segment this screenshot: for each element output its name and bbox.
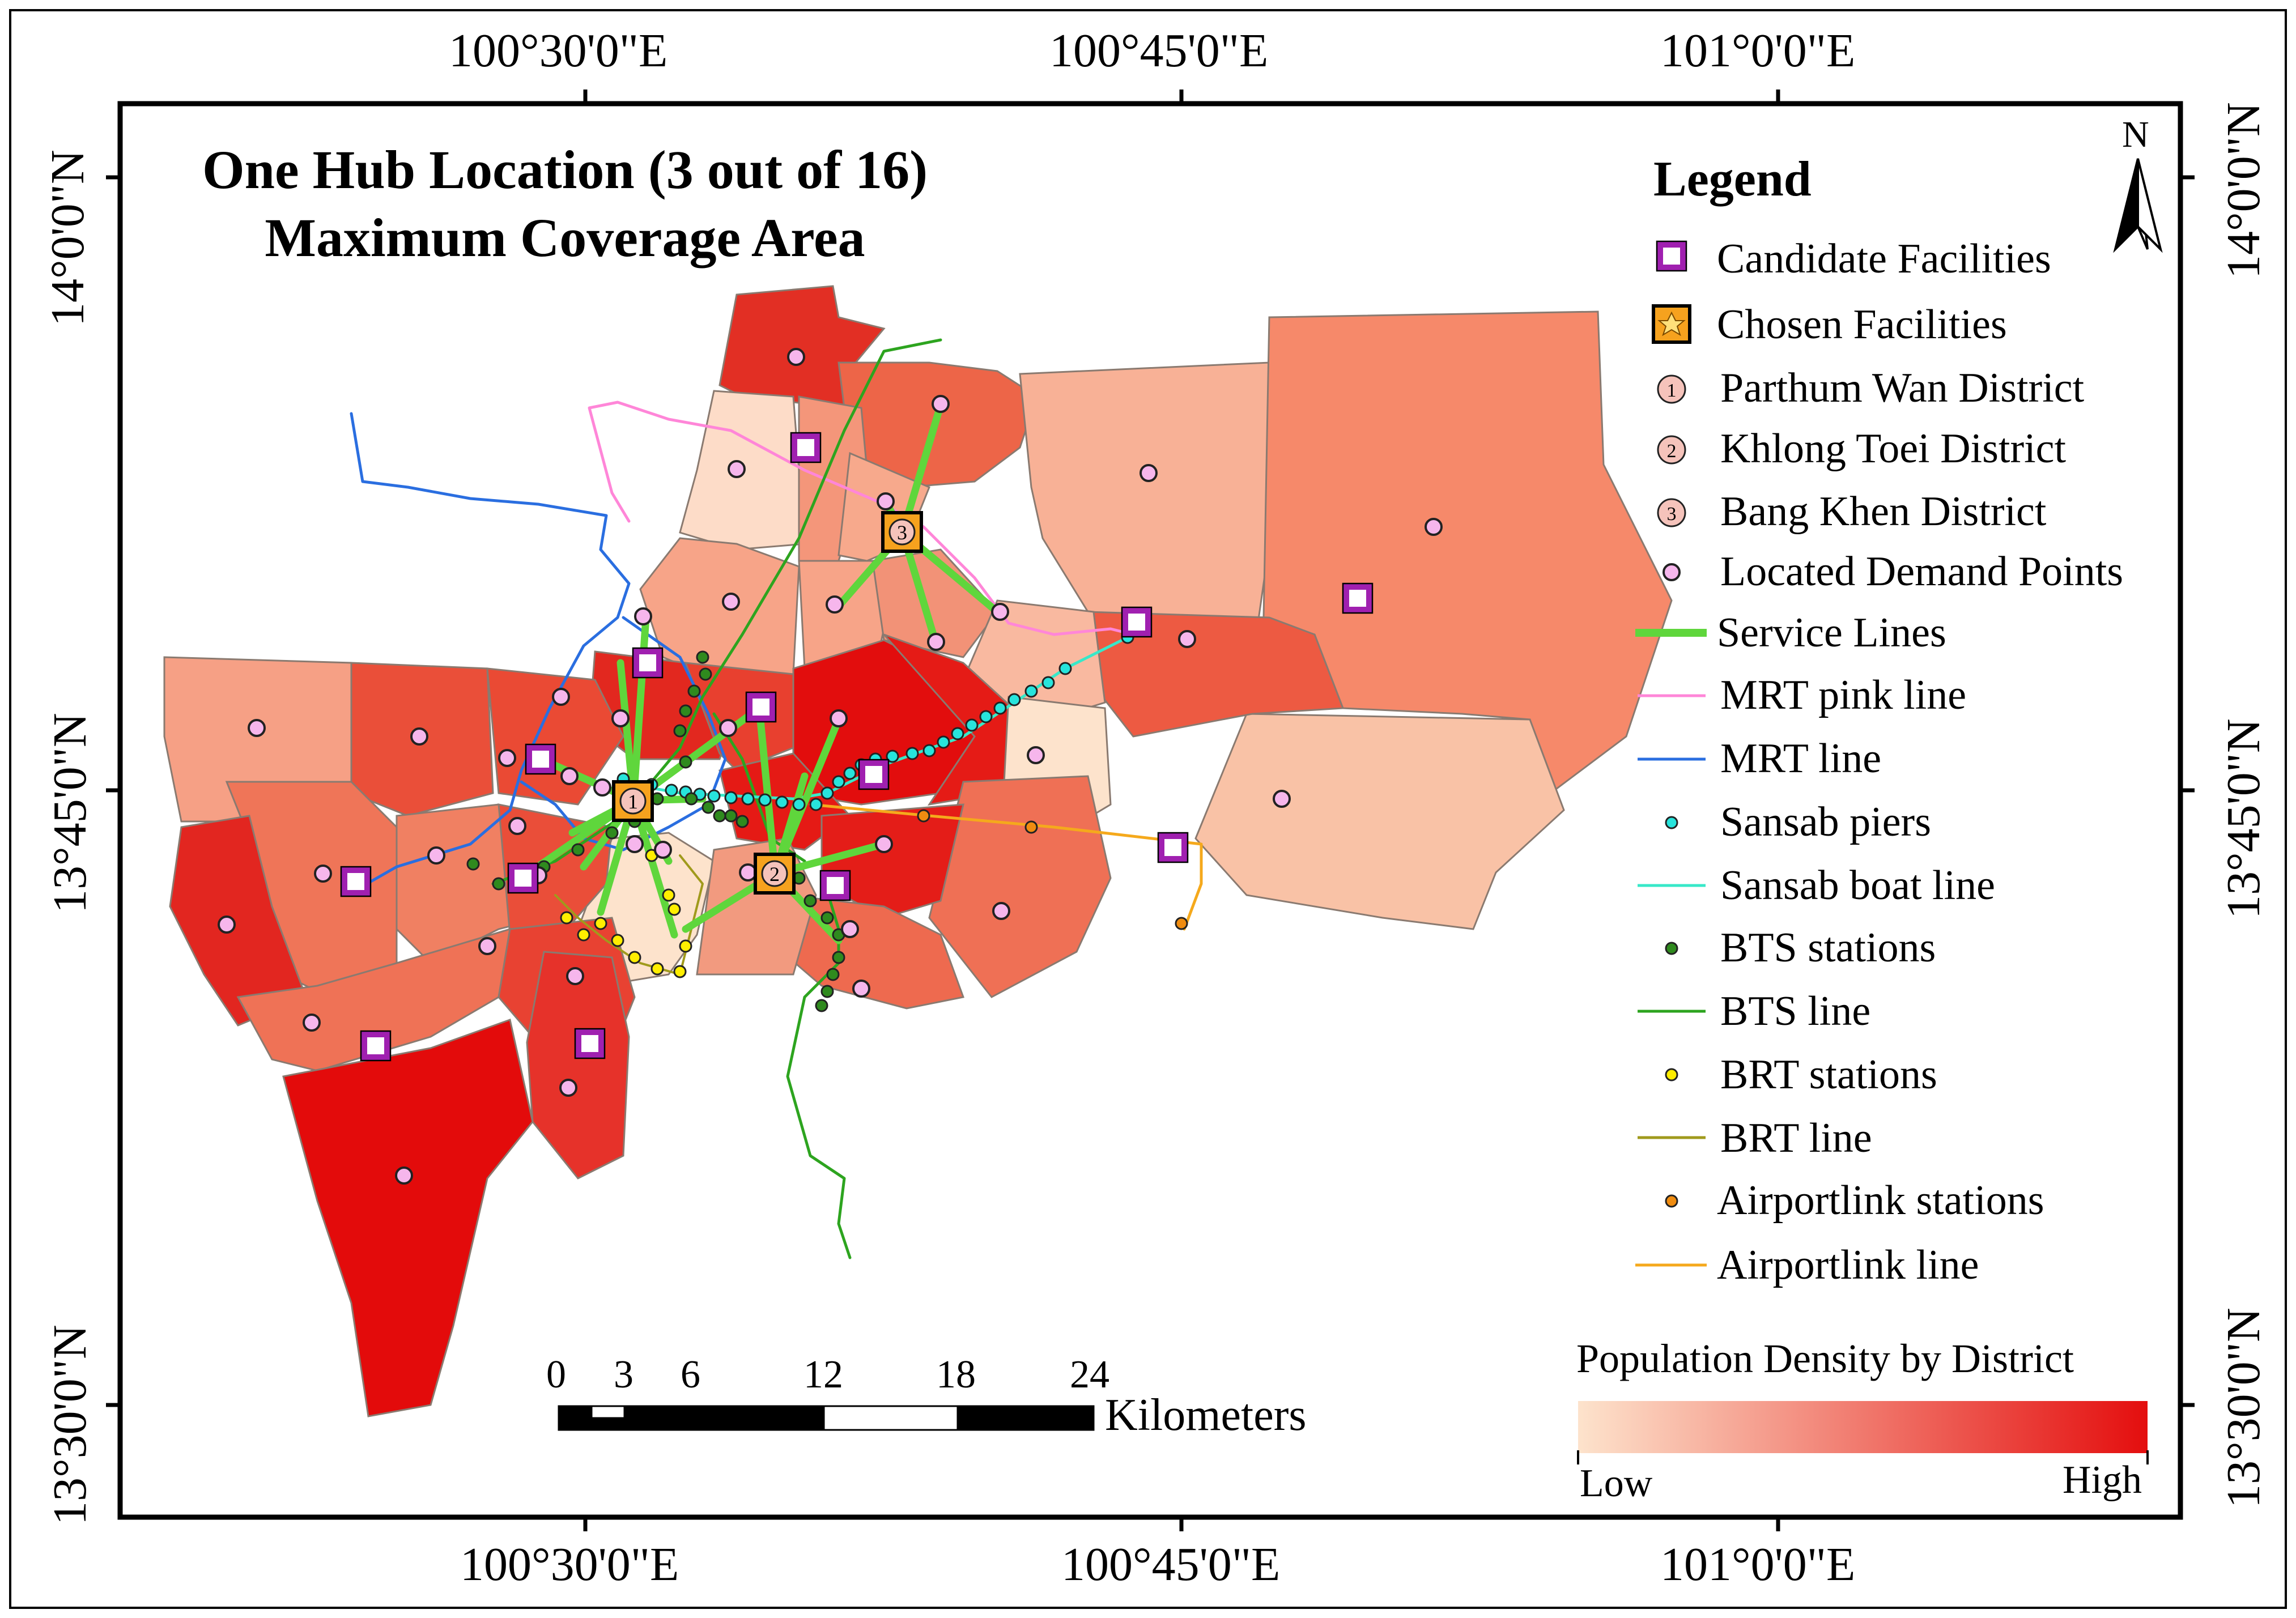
chosen-facility-star — [1657, 311, 1686, 337]
legend-label-district-1: Parthum Wan District — [1720, 365, 2085, 411]
legend-label-chosen: Chosen Facilities — [1717, 301, 2007, 348]
legend-label-airportlink-stations: Airportlink stations — [1717, 1177, 2044, 1224]
lon-label-top-3: 101°0'0"E — [1660, 24, 1856, 77]
lat-label-right-3: 13°30'0"N — [2217, 1308, 2270, 1508]
airportlink-station-icon — [1665, 1194, 1678, 1208]
legend-label-mrt-pink: MRT pink line — [1720, 672, 1967, 718]
sansab-piers — [616, 631, 1134, 811]
legend-label-district-3: Bang Khen District — [1720, 488, 2047, 535]
legend-title: Legend — [1653, 152, 1812, 207]
scale-tick-12: 12 — [803, 1353, 843, 1396]
scale-bar — [558, 1405, 1095, 1431]
lon-label-bottom-2: 100°45'0"E — [1061, 1538, 1281, 1591]
legend-label-service: Service Lines — [1717, 610, 1946, 656]
district-3-icon — [1657, 498, 1686, 527]
legend-label-brt-stations: BRT stations — [1720, 1051, 1937, 1098]
lon-label-top-1: 100°30'0"E — [449, 24, 668, 77]
candidate-facilities-inner — [340, 432, 1374, 1062]
north-arrow-icon — [2113, 158, 2163, 253]
airportlink-stations — [917, 809, 1188, 930]
svg-text:2: 2 — [1667, 441, 1677, 462]
candidate-facility-icon — [1657, 242, 1686, 270]
scale-tick-18: 18 — [936, 1353, 976, 1396]
svg-text:3: 3 — [897, 521, 907, 544]
demand-point-icon — [1663, 563, 1681, 581]
svg-text:1: 1 — [628, 790, 638, 813]
svg-text:3: 3 — [1667, 504, 1677, 525]
chosen-facilities: 1 2 3 — [612, 511, 923, 895]
legend-label-brt-line: BRT line — [1720, 1115, 1872, 1161]
district-2-icon — [1657, 435, 1686, 465]
legend-label-bts-stations: BTS stations — [1720, 925, 1936, 971]
density-ramp-bar — [1578, 1401, 2148, 1453]
legend-label-sansab-line: Sansab boat line — [1720, 862, 1996, 909]
map-title-line2: Maximum Coverage Area — [265, 207, 865, 268]
legend-label-demand: Located Demand Points — [1720, 548, 2124, 595]
lat-label-left-2: 13°45'0"N — [44, 713, 96, 913]
lon-label-top-2: 100°45'0"E — [1049, 24, 1269, 77]
outer-frame — [9, 9, 2287, 1609]
district-1-icon — [1657, 374, 1686, 404]
lat-label-right-1: 14°0'0"N — [2217, 102, 2270, 279]
density-ramp-title: Population Density by District — [1576, 1336, 2074, 1381]
district-south-west-big — [282, 1019, 534, 1417]
svg-text:2: 2 — [769, 863, 780, 885]
svg-text:1: 1 — [1667, 380, 1677, 401]
legend-label-district-2: Khlong Toei District — [1720, 425, 2067, 472]
district-south-2 — [526, 951, 630, 1180]
lat-label-left-3: 13°30'0"N — [44, 1325, 96, 1525]
legend-label-airportlink-line: Airportlink line — [1717, 1242, 1979, 1288]
lon-label-bottom-1: 100°30'0"E — [460, 1538, 679, 1591]
legend-label-candidate: Candidate Facilities — [1717, 236, 2051, 282]
candidate-facilities — [342, 433, 1372, 1060]
bts-station-icon — [1665, 942, 1678, 955]
brt-stations — [560, 849, 692, 978]
lon-label-bottom-3: 101°0'0"E — [1660, 1538, 1856, 1591]
airportlink-line — [809, 803, 1203, 931]
scale-tick-6: 6 — [681, 1353, 700, 1396]
scale-unit-label: Kilometers — [1105, 1390, 1307, 1440]
legend-label-bts-line: BTS line — [1720, 988, 1871, 1034]
scale-tick-24: 24 — [1070, 1353, 1109, 1396]
density-ramp-high: High — [2063, 1458, 2142, 1502]
demand-points — [218, 348, 1443, 1185]
district-east-large — [1194, 713, 1565, 930]
lat-label-right-2: 13°45'0"N — [2217, 718, 2270, 919]
map-title-line1: One Hub Location (3 out of 16) — [202, 139, 928, 200]
scale-tick-0: 0 — [546, 1353, 566, 1396]
district-southeast-1 — [928, 775, 1112, 998]
density-ramp-low: Low — [1580, 1462, 1653, 1505]
brt-station-icon — [1665, 1068, 1678, 1081]
sansab-pier-icon — [1665, 816, 1678, 829]
legend-label-mrt: MRT line — [1720, 735, 1882, 782]
scale-tick-3: 3 — [614, 1353, 633, 1396]
north-arrow-label: N — [2122, 114, 2149, 155]
graticule-ticks — [106, 90, 2195, 1531]
legend-label-sansab-piers: Sansab piers — [1720, 799, 1931, 845]
legend-symbols: 1 2 3 — [1635, 240, 1707, 1267]
